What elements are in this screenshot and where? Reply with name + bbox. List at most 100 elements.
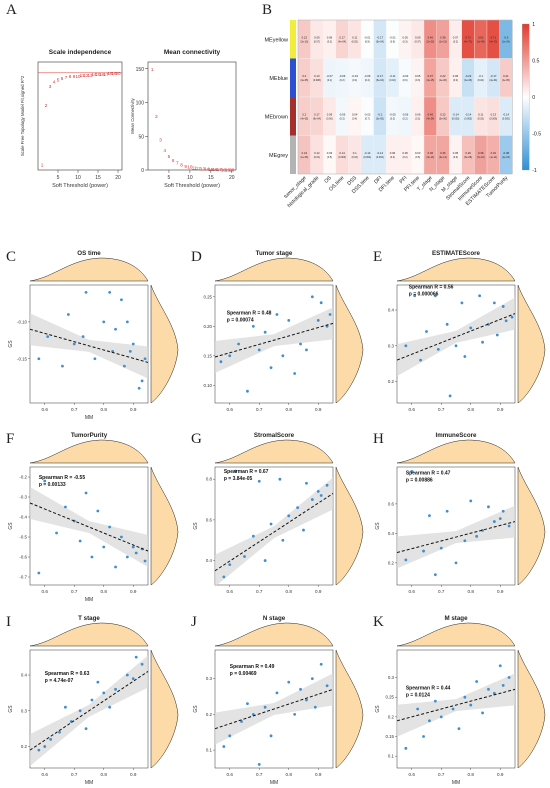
data-point [469, 499, 473, 503]
cell-pvalue: (0.3) [340, 117, 345, 120]
cell-correlation: -0.2 [377, 112, 382, 116]
regression-line [29, 328, 149, 363]
y-tick-label: 50 [138, 134, 144, 140]
x-tick-label: 5 [168, 175, 171, 181]
cell-pvalue: (0.5) [327, 156, 332, 159]
cell-pvalue: (0.008) [313, 79, 321, 82]
cell-pvalue: (0.2) [403, 156, 408, 159]
data-point [487, 322, 490, 326]
module-color-bar [290, 58, 296, 97]
heatmap-cell [423, 58, 437, 98]
x-tick-label: 0.7 [256, 407, 263, 412]
power-point: 5 [57, 77, 60, 82]
heatmap-cell [398, 96, 412, 136]
power-point: 14 [91, 72, 97, 77]
heatmap-cell [411, 135, 425, 175]
cell-pvalue: (4e-06) [464, 79, 472, 82]
heatmap-cell [297, 96, 311, 136]
cell-correlation: 0.09 [415, 35, 421, 39]
plot-title: StromalScore [254, 432, 295, 439]
data-point [448, 394, 452, 398]
cell-pvalue: (0.2) [340, 79, 345, 82]
data-point [84, 290, 88, 294]
heatmap-cell [436, 19, 450, 59]
cell-correlation: -0.06 [402, 112, 409, 116]
x-tick-label: 0.7 [256, 772, 263, 777]
heatmap-cell [423, 135, 437, 175]
data-point [108, 525, 112, 529]
cell-pvalue: (0.3) [403, 40, 408, 43]
heatmap-cell [386, 96, 399, 136]
data-point [96, 509, 100, 513]
plot-title: Tumor stage [256, 250, 293, 257]
data-point [269, 366, 273, 369]
y-tick-label: 0.15 [203, 353, 212, 358]
power-point: 2 [45, 103, 48, 108]
top-marginal-density [214, 622, 334, 647]
scatter-plot-I: T stage Spearman R = 0.63p = 4.74e-07 0.6 0… [8, 615, 179, 786]
cell-pvalue: (0.3) [453, 156, 458, 159]
heatmap-cell [360, 19, 374, 59]
panel-label-A: A [6, 2, 17, 18]
data-point [78, 539, 82, 543]
cell-pvalue: (0.5) [415, 156, 420, 159]
plot-frame [147, 61, 237, 171]
data-point [463, 539, 467, 543]
data-point [281, 538, 285, 542]
data-point [501, 305, 505, 308]
data-point [305, 698, 308, 702]
data-point [498, 517, 502, 521]
cell-correlation: -0.14 [452, 112, 459, 116]
x-tick-label: 10 [75, 175, 81, 181]
cell-pvalue: (3e-05) [376, 117, 384, 120]
plot-title: ImmuneScore [436, 432, 477, 439]
heatmap-cell [411, 58, 425, 98]
data-point [328, 313, 332, 316]
regression-line [396, 521, 516, 554]
y-axis-label: GS [8, 340, 14, 348]
data-point [428, 719, 431, 723]
heatmap-cell [310, 19, 324, 59]
data-point [316, 490, 320, 493]
y-tick-label: -0.10 [17, 319, 28, 324]
cell-correlation: 0.06 [390, 151, 396, 155]
heatmap-cell [310, 96, 324, 136]
scatter-plot-D: Tumor stage Spearman R = 0.48p = 0.00074 0… [203, 250, 364, 412]
cell-pvalue: (0.2) [453, 40, 458, 43]
data-point [114, 327, 117, 331]
p-value-label: p = 0.00074 [227, 318, 254, 324]
cell-pvalue: (4e-04) [338, 40, 346, 43]
data-point [413, 294, 417, 298]
data-point [310, 295, 314, 299]
y-tick-label: 0.2 [206, 712, 213, 717]
x-tick-label: 10 [187, 175, 193, 181]
y-axis-label: Scale Free Topology Model Fit,signed R^2 [20, 75, 25, 156]
y-tick-label: 0.3 [21, 708, 28, 713]
power-point: 3 [49, 84, 52, 89]
cell-correlation: 0.24 [302, 151, 308, 155]
y-tick-label: 0.3 [206, 676, 213, 681]
data-point [251, 712, 255, 716]
y-axis-label: GS [8, 522, 14, 530]
data-point [228, 354, 232, 358]
cell-correlation: 0.32 [491, 151, 497, 155]
x-tick-label: 0.6 [227, 407, 234, 412]
cell-correlation: 0.46 [428, 35, 434, 39]
heatmap-cell [360, 135, 374, 175]
data-point [234, 469, 238, 473]
plot-title: OS time [77, 250, 101, 257]
trait-label: OS [323, 175, 333, 185]
data-point [299, 342, 302, 346]
x-tick-label: 0.9 [130, 772, 137, 777]
y-tick-label: 0.3 [388, 675, 395, 680]
data-point [64, 705, 67, 709]
x-tick-label: 0.9 [497, 407, 504, 412]
data-point [310, 498, 314, 501]
regression-line [214, 493, 334, 572]
top-marginal-density [396, 257, 516, 282]
y-tick-label: 0.4 [21, 673, 28, 678]
heatmap-cell [348, 96, 362, 136]
x-tick-label: 0.6 [42, 772, 49, 777]
data-point [478, 294, 481, 298]
data-point [416, 707, 420, 711]
